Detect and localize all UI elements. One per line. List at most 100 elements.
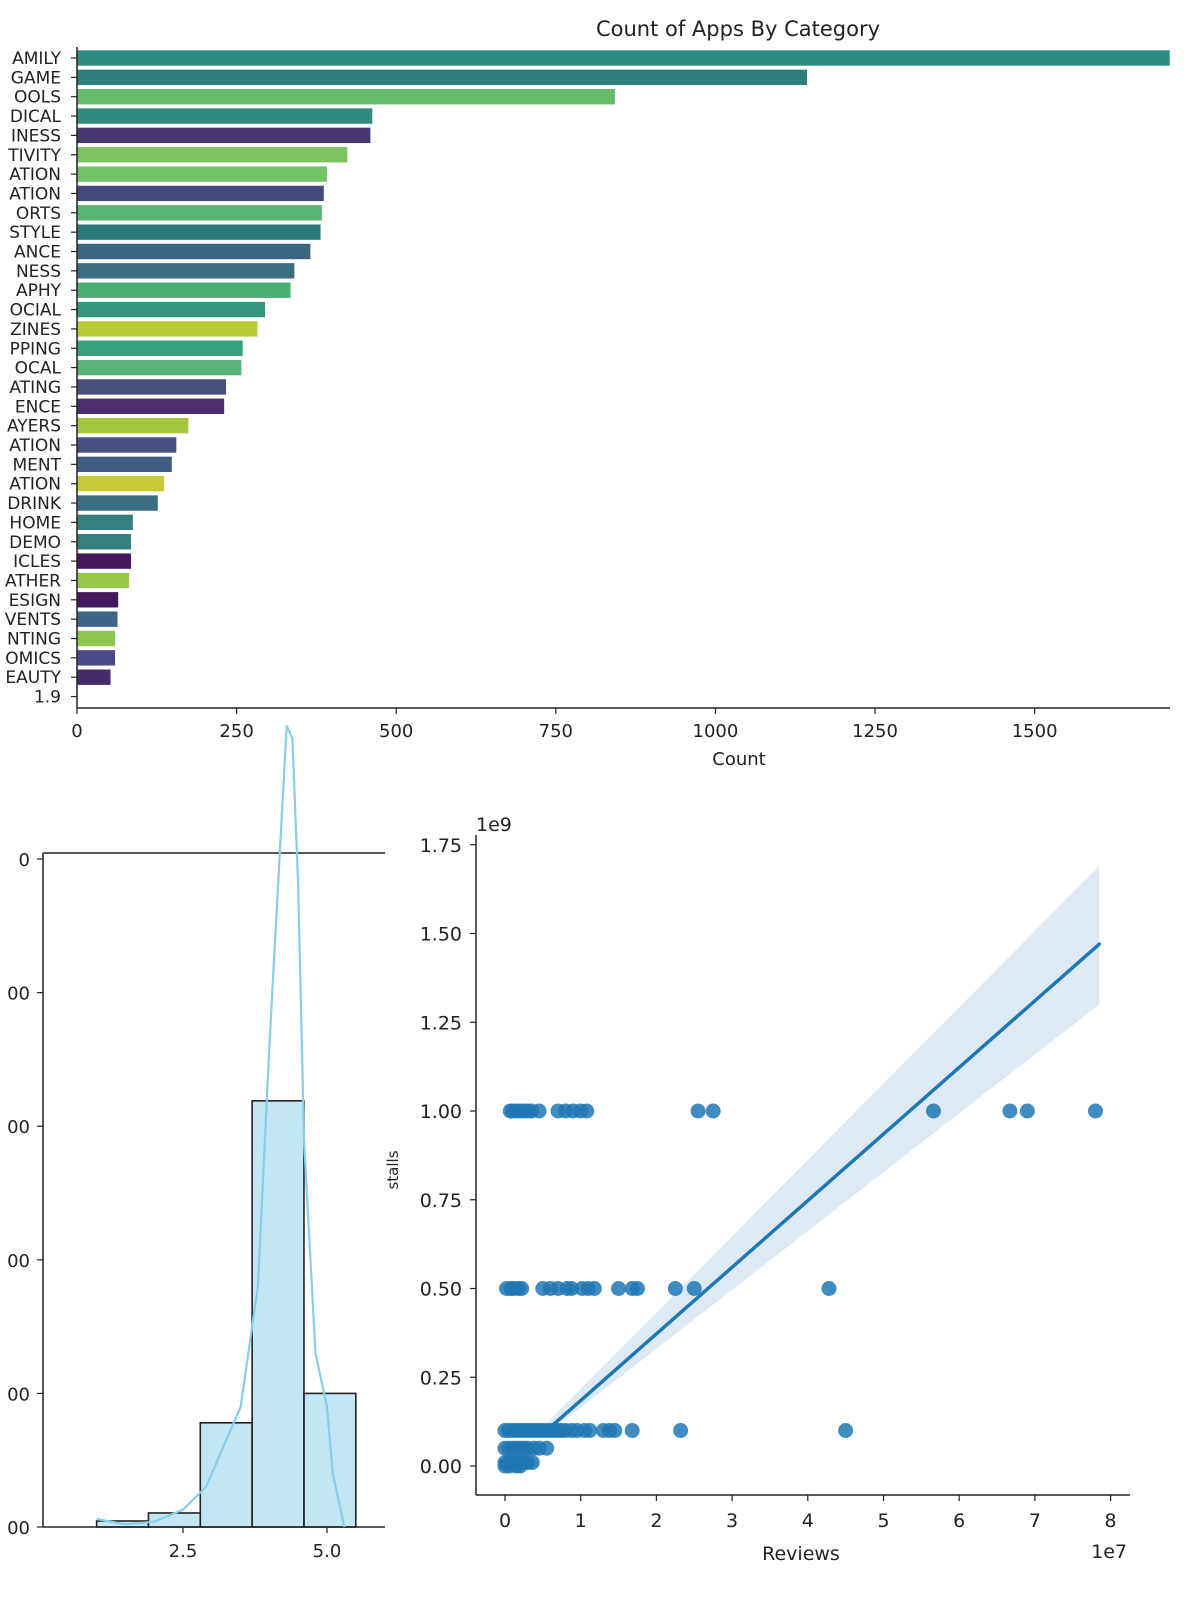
points-group xyxy=(497,1103,1103,1474)
x-axis-label: Reviews xyxy=(762,1543,840,1565)
y-tick-labels: AMILYGAMEOOLSDICALINESSTIVITYATIONATIONO… xyxy=(5,49,77,708)
hist-bar xyxy=(251,1100,305,1528)
bar xyxy=(76,436,177,454)
y-tick-label: DICAL xyxy=(10,107,62,127)
y-tick-label: ATHER xyxy=(5,571,61,591)
bar xyxy=(76,359,243,376)
x-offset-label: 1e7 xyxy=(1091,1541,1127,1563)
confidence-band xyxy=(546,866,1100,1435)
bar xyxy=(76,49,1171,67)
data-point xyxy=(1002,1103,1018,1119)
y-tick-label: 1.9 xyxy=(34,688,61,708)
bar xyxy=(76,514,134,531)
bar xyxy=(76,572,130,589)
y-tick-label: OMICS xyxy=(5,649,61,669)
y-tick-label: NESS xyxy=(16,262,61,282)
y-tick-label: DEMO xyxy=(9,533,61,553)
data-point xyxy=(667,1281,683,1296)
y-tick-label: VENTS xyxy=(5,610,61,630)
x-tick-label: 5.0 xyxy=(313,1541,342,1562)
x-tick-label: 0 xyxy=(499,1510,511,1532)
y-tick-label: HOME xyxy=(9,513,61,533)
x-tick-label: 2 xyxy=(650,1510,662,1532)
y-tick-label: MENT xyxy=(12,455,61,475)
data-point xyxy=(1087,1103,1103,1119)
bar xyxy=(76,649,116,667)
bar xyxy=(76,88,616,105)
bar xyxy=(76,320,258,338)
data-point xyxy=(582,1423,598,1438)
y-offset-label: 1e9 xyxy=(476,814,512,836)
x-tick-label: 1 xyxy=(575,1510,587,1532)
data-point xyxy=(925,1103,941,1119)
bar xyxy=(76,397,225,415)
y-tick-label: NTING xyxy=(7,630,61,650)
data-point xyxy=(686,1281,702,1296)
y-tick-label: ORTS xyxy=(16,204,61,224)
y-tick-label: AYERS xyxy=(7,417,61,437)
x-tick-label: 0 xyxy=(71,721,82,742)
x-tick-label: 750 xyxy=(539,721,573,742)
data-point xyxy=(512,1458,528,1474)
data-point xyxy=(838,1423,854,1438)
category-bar-chart: Count of Apps By Category AMILYGAMEOOLSD… xyxy=(5,17,1171,770)
bar xyxy=(76,107,373,125)
y-tick-label: PPING xyxy=(10,339,61,359)
data-point xyxy=(531,1103,547,1119)
x-axis-label: Count xyxy=(712,749,765,770)
y-tick-labels: 0.00 0.25 0.50 0.75 1.00 1.25 1.50 1.75 xyxy=(420,835,476,1478)
kde-curve xyxy=(96,724,346,1528)
y-tick-label: 00 xyxy=(7,1384,30,1405)
y-tick-label: 0 xyxy=(19,850,30,871)
x-tick-label: 6 xyxy=(953,1510,965,1532)
data-point xyxy=(673,1423,689,1438)
bar xyxy=(76,591,119,609)
y-tick-label: 1.00 xyxy=(420,1101,462,1123)
bar xyxy=(76,456,173,473)
y-tick-label: ANCE xyxy=(14,243,61,263)
bar xyxy=(76,475,165,493)
y-tick-label: ATION xyxy=(9,475,61,495)
data-point xyxy=(564,1281,580,1296)
data-point xyxy=(539,1440,555,1456)
y-tick-label: DRINK xyxy=(7,494,62,514)
x-tick-label: 1250 xyxy=(852,721,898,742)
hist-bars-group xyxy=(95,1100,357,1528)
y-tick-label: 00 xyxy=(7,984,30,1005)
y-tick-label: ATING xyxy=(9,378,61,398)
y-axis-label: stalls xyxy=(384,1150,402,1189)
bar xyxy=(76,378,227,396)
data-point xyxy=(821,1281,837,1296)
x-tick-labels: 0 1 2 3 4 5 6 7 8 xyxy=(499,1495,1117,1532)
data-point xyxy=(690,1103,706,1119)
y-tick-label: ATION xyxy=(9,436,61,456)
data-point xyxy=(611,1281,627,1296)
bars-group xyxy=(76,49,1171,686)
hist-bar xyxy=(303,1392,357,1528)
x-tick-label: 2.5 xyxy=(169,1541,198,1562)
y-tick-label: APHY xyxy=(16,281,62,301)
x-tick-label: 250 xyxy=(219,721,253,742)
bar xyxy=(76,301,266,318)
reviews-installs-scatter: 0.00 0.25 0.50 0.75 1.00 1.25 1.50 1.75 0 1 2 3 4 5 6… xyxy=(384,814,1130,1565)
x-tick-label: 4 xyxy=(802,1510,814,1532)
bar xyxy=(76,223,322,241)
bar xyxy=(76,610,119,628)
y-tick-label: TIVITY xyxy=(7,146,61,166)
data-point xyxy=(607,1423,623,1438)
bar xyxy=(76,69,808,86)
x-tick-label: 3 xyxy=(726,1510,738,1532)
y-tick-label: ATION xyxy=(9,165,61,185)
bar xyxy=(76,533,132,551)
y-tick-label: 1.75 xyxy=(420,835,462,857)
bar xyxy=(76,146,348,164)
y-tick-label: OCAL xyxy=(15,359,62,379)
x-tick-label: 5 xyxy=(877,1510,889,1532)
y-tick-label: 0.75 xyxy=(420,1190,462,1212)
y-tick-label: 1.25 xyxy=(420,1012,462,1034)
bar xyxy=(76,668,112,686)
data-point xyxy=(514,1281,530,1296)
y-tick-label: ATION xyxy=(9,184,61,204)
